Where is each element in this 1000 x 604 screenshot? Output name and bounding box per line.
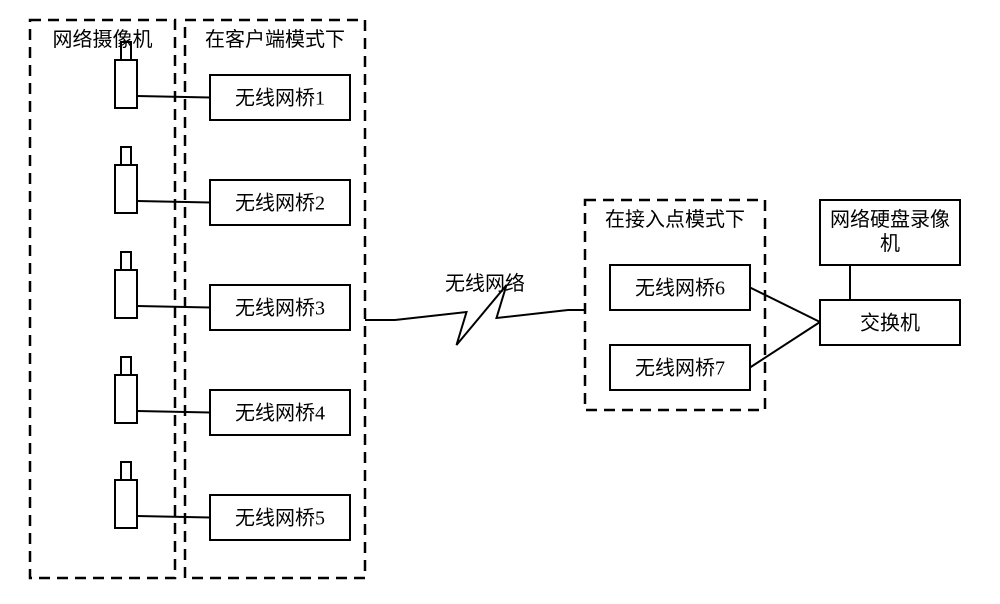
group-cameras [30,20,175,578]
camera-lens-2 [121,147,131,165]
bridge-right-2-label: 无线网桥7 [635,357,725,380]
bridge-left-1-label: 无线网桥1 [235,87,325,110]
bridge-left-5-label: 无线网桥5 [235,507,325,530]
camera-lens-4 [121,357,131,375]
camera-body-1 [115,60,137,108]
wire-cam-bridge-4 [137,411,210,413]
group-client_mode-title: 在客户端模式下 [205,28,345,51]
wire-cam-bridge-3 [137,306,210,308]
bridge-right-1-label: 无线网桥6 [635,277,725,300]
camera-body-5 [115,480,137,528]
switch-label: 交换机 [860,312,920,335]
wire-apbridge-switch-2 [750,322,820,368]
camera-body-3 [115,270,137,318]
bridge-left-4-label: 无线网桥4 [235,402,325,425]
bridge-left-2-label: 无线网桥2 [235,192,325,215]
camera-lens-5 [121,462,131,480]
wire-apbridge-switch-1 [750,288,820,323]
camera-lens-3 [121,252,131,270]
bridge-left-3-label: 无线网桥3 [235,297,325,320]
wire-cam-bridge-5 [137,516,210,518]
group-ap_mode-title: 在接入点模式下 [605,208,745,231]
wire-cam-bridge-2 [137,201,210,203]
wireless-label: 无线网络 [445,272,525,295]
nvr-label-1: 网络硬盘录像 [830,208,950,231]
camera-body-2 [115,165,137,213]
wire-cam-bridge-1 [137,96,210,98]
group-cameras-title: 网络摄像机 [53,28,153,51]
camera-body-4 [115,375,137,423]
nvr-label-2: 机 [880,232,900,255]
